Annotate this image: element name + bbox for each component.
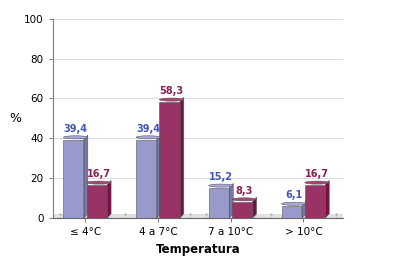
Polygon shape (302, 202, 306, 218)
Ellipse shape (87, 217, 107, 219)
Text: 16,7: 16,7 (305, 169, 329, 179)
Ellipse shape (160, 98, 184, 101)
Text: 39,4: 39,4 (63, 124, 88, 134)
Polygon shape (84, 135, 88, 218)
Bar (160, 102, 180, 218)
Ellipse shape (232, 198, 257, 201)
Ellipse shape (63, 217, 84, 219)
Text: 16,7: 16,7 (87, 169, 111, 179)
Polygon shape (252, 197, 257, 218)
Polygon shape (325, 180, 329, 218)
Ellipse shape (136, 217, 156, 219)
Text: 39,4: 39,4 (136, 124, 160, 134)
Ellipse shape (282, 202, 306, 205)
Ellipse shape (160, 217, 180, 219)
Bar (53, 214, 343, 218)
Ellipse shape (305, 181, 329, 184)
X-axis label: Temperatura: Temperatura (156, 243, 240, 256)
Bar (305, 185, 325, 218)
Ellipse shape (63, 136, 88, 139)
Bar (209, 188, 229, 218)
Text: 6,1: 6,1 (285, 190, 302, 200)
Polygon shape (180, 97, 184, 218)
Ellipse shape (209, 184, 233, 187)
Text: 8,3: 8,3 (236, 186, 253, 196)
Bar (136, 140, 156, 218)
Text: 15,2: 15,2 (209, 172, 233, 182)
Ellipse shape (232, 217, 252, 219)
Polygon shape (156, 135, 160, 218)
Polygon shape (42, 14, 53, 218)
Bar (87, 185, 107, 218)
Ellipse shape (136, 136, 160, 139)
Polygon shape (107, 180, 111, 218)
Ellipse shape (209, 217, 229, 219)
Text: 58,3: 58,3 (160, 86, 184, 96)
Y-axis label: %: % (10, 112, 21, 125)
Bar (282, 206, 302, 218)
Bar (232, 202, 252, 218)
Polygon shape (229, 184, 233, 218)
Ellipse shape (87, 181, 111, 184)
Bar (63, 140, 84, 218)
Ellipse shape (305, 217, 325, 219)
Ellipse shape (282, 217, 302, 219)
